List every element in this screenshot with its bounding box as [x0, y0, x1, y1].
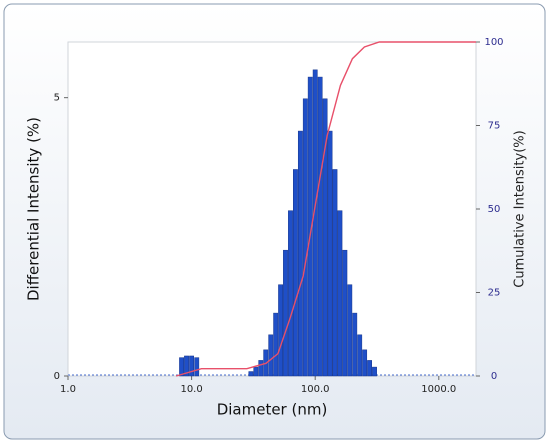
bar: [258, 360, 264, 377]
y2-tick-label: 75: [488, 121, 501, 132]
x-tick-label: 1.0: [60, 384, 76, 395]
bar: [184, 355, 189, 377]
bar: [337, 210, 343, 377]
bar: [283, 249, 288, 377]
y2-axis-title: Cumulative Intensity(%): [513, 130, 528, 287]
bar: [362, 349, 368, 377]
y2-tick-label: 0: [491, 371, 497, 382]
bar: [352, 312, 358, 377]
bar: [194, 357, 200, 377]
y-axis-title: Differential Intensity (%): [25, 117, 43, 301]
bar: [342, 249, 348, 377]
x-tick-label: 10.0: [180, 384, 202, 395]
bar: [357, 334, 363, 377]
x-axis-title: Diameter (nm): [217, 401, 328, 419]
y2-tick-label: 50: [488, 204, 501, 215]
bar: [253, 366, 259, 377]
bar: [302, 98, 308, 377]
bar: [278, 284, 284, 377]
bar: [332, 169, 338, 377]
bar: [347, 284, 353, 377]
bar: [367, 360, 372, 377]
y2-tick-label: 25: [488, 288, 501, 299]
bar: [327, 130, 333, 377]
bar: [189, 355, 195, 377]
y-tick-label: 0: [54, 371, 60, 382]
bar: [322, 98, 328, 377]
plot-area: [67, 41, 477, 377]
bar: [372, 366, 377, 377]
bar: [288, 210, 293, 377]
cumulative-line: [175, 41, 476, 377]
bar: [273, 312, 279, 377]
bar: [293, 169, 298, 377]
y2-tick-label: 100: [484, 37, 503, 48]
bar: [307, 76, 313, 377]
bar: [297, 130, 303, 377]
bar: [179, 357, 185, 377]
x-tick-label: 100.0: [301, 384, 330, 395]
bar: [317, 76, 323, 377]
x-tick-label: 1000.0: [421, 384, 456, 395]
y-tick-label: 5: [54, 93, 60, 104]
bar: [248, 371, 254, 377]
bar: [312, 69, 318, 377]
bar: [268, 334, 274, 377]
